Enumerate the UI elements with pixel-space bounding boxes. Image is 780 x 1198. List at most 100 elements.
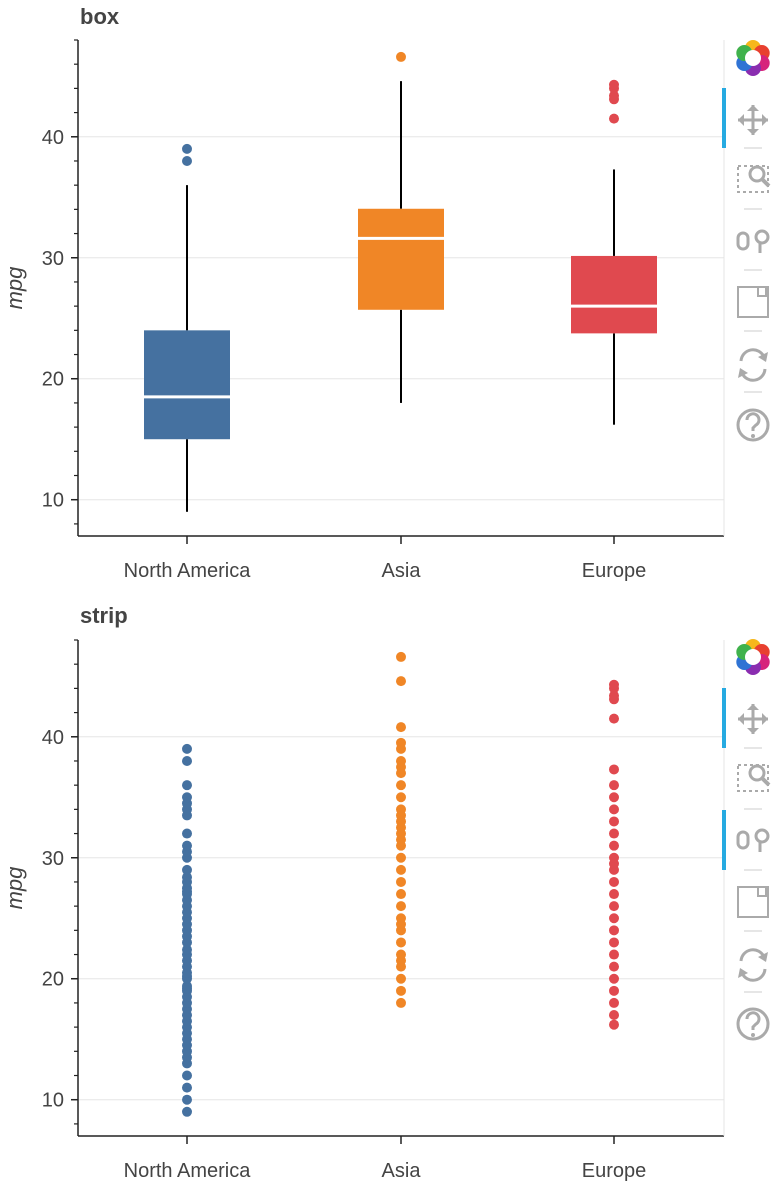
x-tick-label: North America — [124, 1160, 252, 1182]
data-point — [182, 980, 192, 991]
y-axis-label-box: mpg — [2, 266, 27, 310]
data-point — [396, 804, 406, 815]
help-icon[interactable] — [736, 1007, 770, 1041]
data-point — [396, 913, 406, 924]
plot-area-box — [144, 51, 657, 512]
strip-panel: strip 10 20 30 40 North America Asia Europe m… — [2, 603, 771, 1182]
x-ticks-box: North America Asia Europe — [124, 536, 647, 582]
outlier-point — [609, 79, 619, 90]
data-point — [609, 713, 619, 724]
help-icon[interactable] — [736, 408, 770, 442]
data-point — [182, 1082, 192, 1093]
data-point — [609, 889, 619, 900]
y-tick-label: 40 — [42, 727, 64, 749]
data-point — [609, 764, 619, 775]
y-ticks-box: 10 20 30 40 — [42, 39, 78, 525]
outlier-point — [182, 155, 192, 166]
data-point — [609, 961, 619, 972]
data-point — [396, 676, 406, 687]
data-point — [396, 780, 406, 791]
wheel-zoom-icon[interactable] — [736, 828, 770, 852]
data-point — [396, 949, 406, 960]
data-point — [182, 872, 192, 883]
y-axis-label-strip: mpg — [2, 866, 27, 910]
data-point — [396, 985, 406, 996]
save-icon[interactable] — [737, 886, 769, 918]
wheel-zoom-icon[interactable] — [736, 229, 770, 253]
data-point — [609, 1019, 619, 1030]
data-point — [609, 913, 619, 924]
data-point — [396, 864, 406, 875]
chart-title-strip: strip — [80, 603, 128, 628]
x-tick-label: Europe — [582, 560, 647, 582]
chart-title-box: box — [80, 4, 120, 29]
x-tick-label: Asia — [382, 560, 422, 582]
y-tick-label: 20 — [42, 969, 64, 991]
data-point — [182, 743, 192, 754]
data-point — [182, 840, 192, 851]
pan-icon[interactable] — [738, 704, 768, 734]
data-point — [609, 973, 619, 984]
plot-area-strip — [182, 651, 619, 1117]
x-ticks-strip: North America Asia Europe — [124, 1136, 647, 1182]
data-point — [396, 737, 406, 748]
active-tool-indicator — [722, 688, 726, 748]
reset-icon[interactable] — [738, 948, 768, 982]
box — [144, 330, 230, 440]
data-point — [182, 944, 192, 955]
data-point — [182, 1106, 192, 1117]
data-point — [396, 755, 406, 766]
data-point — [182, 1094, 192, 1105]
data-point — [609, 949, 619, 960]
outlier-point — [182, 143, 192, 154]
data-point — [396, 937, 406, 948]
save-icon[interactable] — [737, 286, 769, 318]
data-point — [396, 876, 406, 887]
data-point — [609, 780, 619, 791]
bokeh-logo-icon[interactable] — [736, 40, 770, 76]
outlier-point — [396, 51, 406, 62]
data-point — [609, 792, 619, 803]
y-ticks-strip: 10 20 30 40 — [42, 639, 78, 1125]
y-tick-label: 30 — [42, 848, 64, 870]
y-tick-label: 10 — [42, 1090, 64, 1112]
data-point — [396, 651, 406, 662]
toolbar-strip — [722, 639, 771, 1041]
outlier-point — [609, 113, 619, 124]
box-zoom-icon[interactable] — [737, 764, 771, 792]
y-tick-label: 30 — [42, 248, 64, 270]
data-point — [182, 780, 192, 791]
box-zoom-icon[interactable] — [737, 165, 771, 193]
data-point — [182, 792, 192, 803]
x-tick-label: Europe — [582, 1160, 647, 1182]
data-point — [609, 828, 619, 839]
y-tick-label: 10 — [42, 490, 64, 512]
data-point — [396, 722, 406, 733]
pan-icon[interactable] — [738, 105, 768, 135]
data-point — [396, 792, 406, 803]
data-point — [609, 985, 619, 996]
data-point — [609, 679, 619, 690]
data-point — [396, 889, 406, 900]
data-point — [609, 690, 619, 701]
data-point — [182, 755, 192, 766]
y-tick-label: 40 — [42, 127, 64, 149]
box — [358, 208, 444, 310]
data-point — [609, 1010, 619, 1021]
reset-icon[interactable] — [738, 348, 768, 382]
data-point — [609, 816, 619, 827]
data-point — [396, 973, 406, 984]
box-panel: box 10 20 30 40 North America Asia Europe mpg — [2, 4, 771, 582]
y-tick-label: 20 — [42, 369, 64, 391]
data-point — [396, 997, 406, 1008]
data-point — [609, 804, 619, 815]
active-tool-indicator — [722, 88, 726, 148]
toolbar-box — [722, 40, 771, 442]
data-point — [609, 937, 619, 948]
data-point — [609, 997, 619, 1008]
bokeh-logo-icon[interactable] — [736, 639, 770, 675]
data-point — [182, 1070, 192, 1081]
data-point — [609, 840, 619, 851]
data-point — [396, 901, 406, 912]
